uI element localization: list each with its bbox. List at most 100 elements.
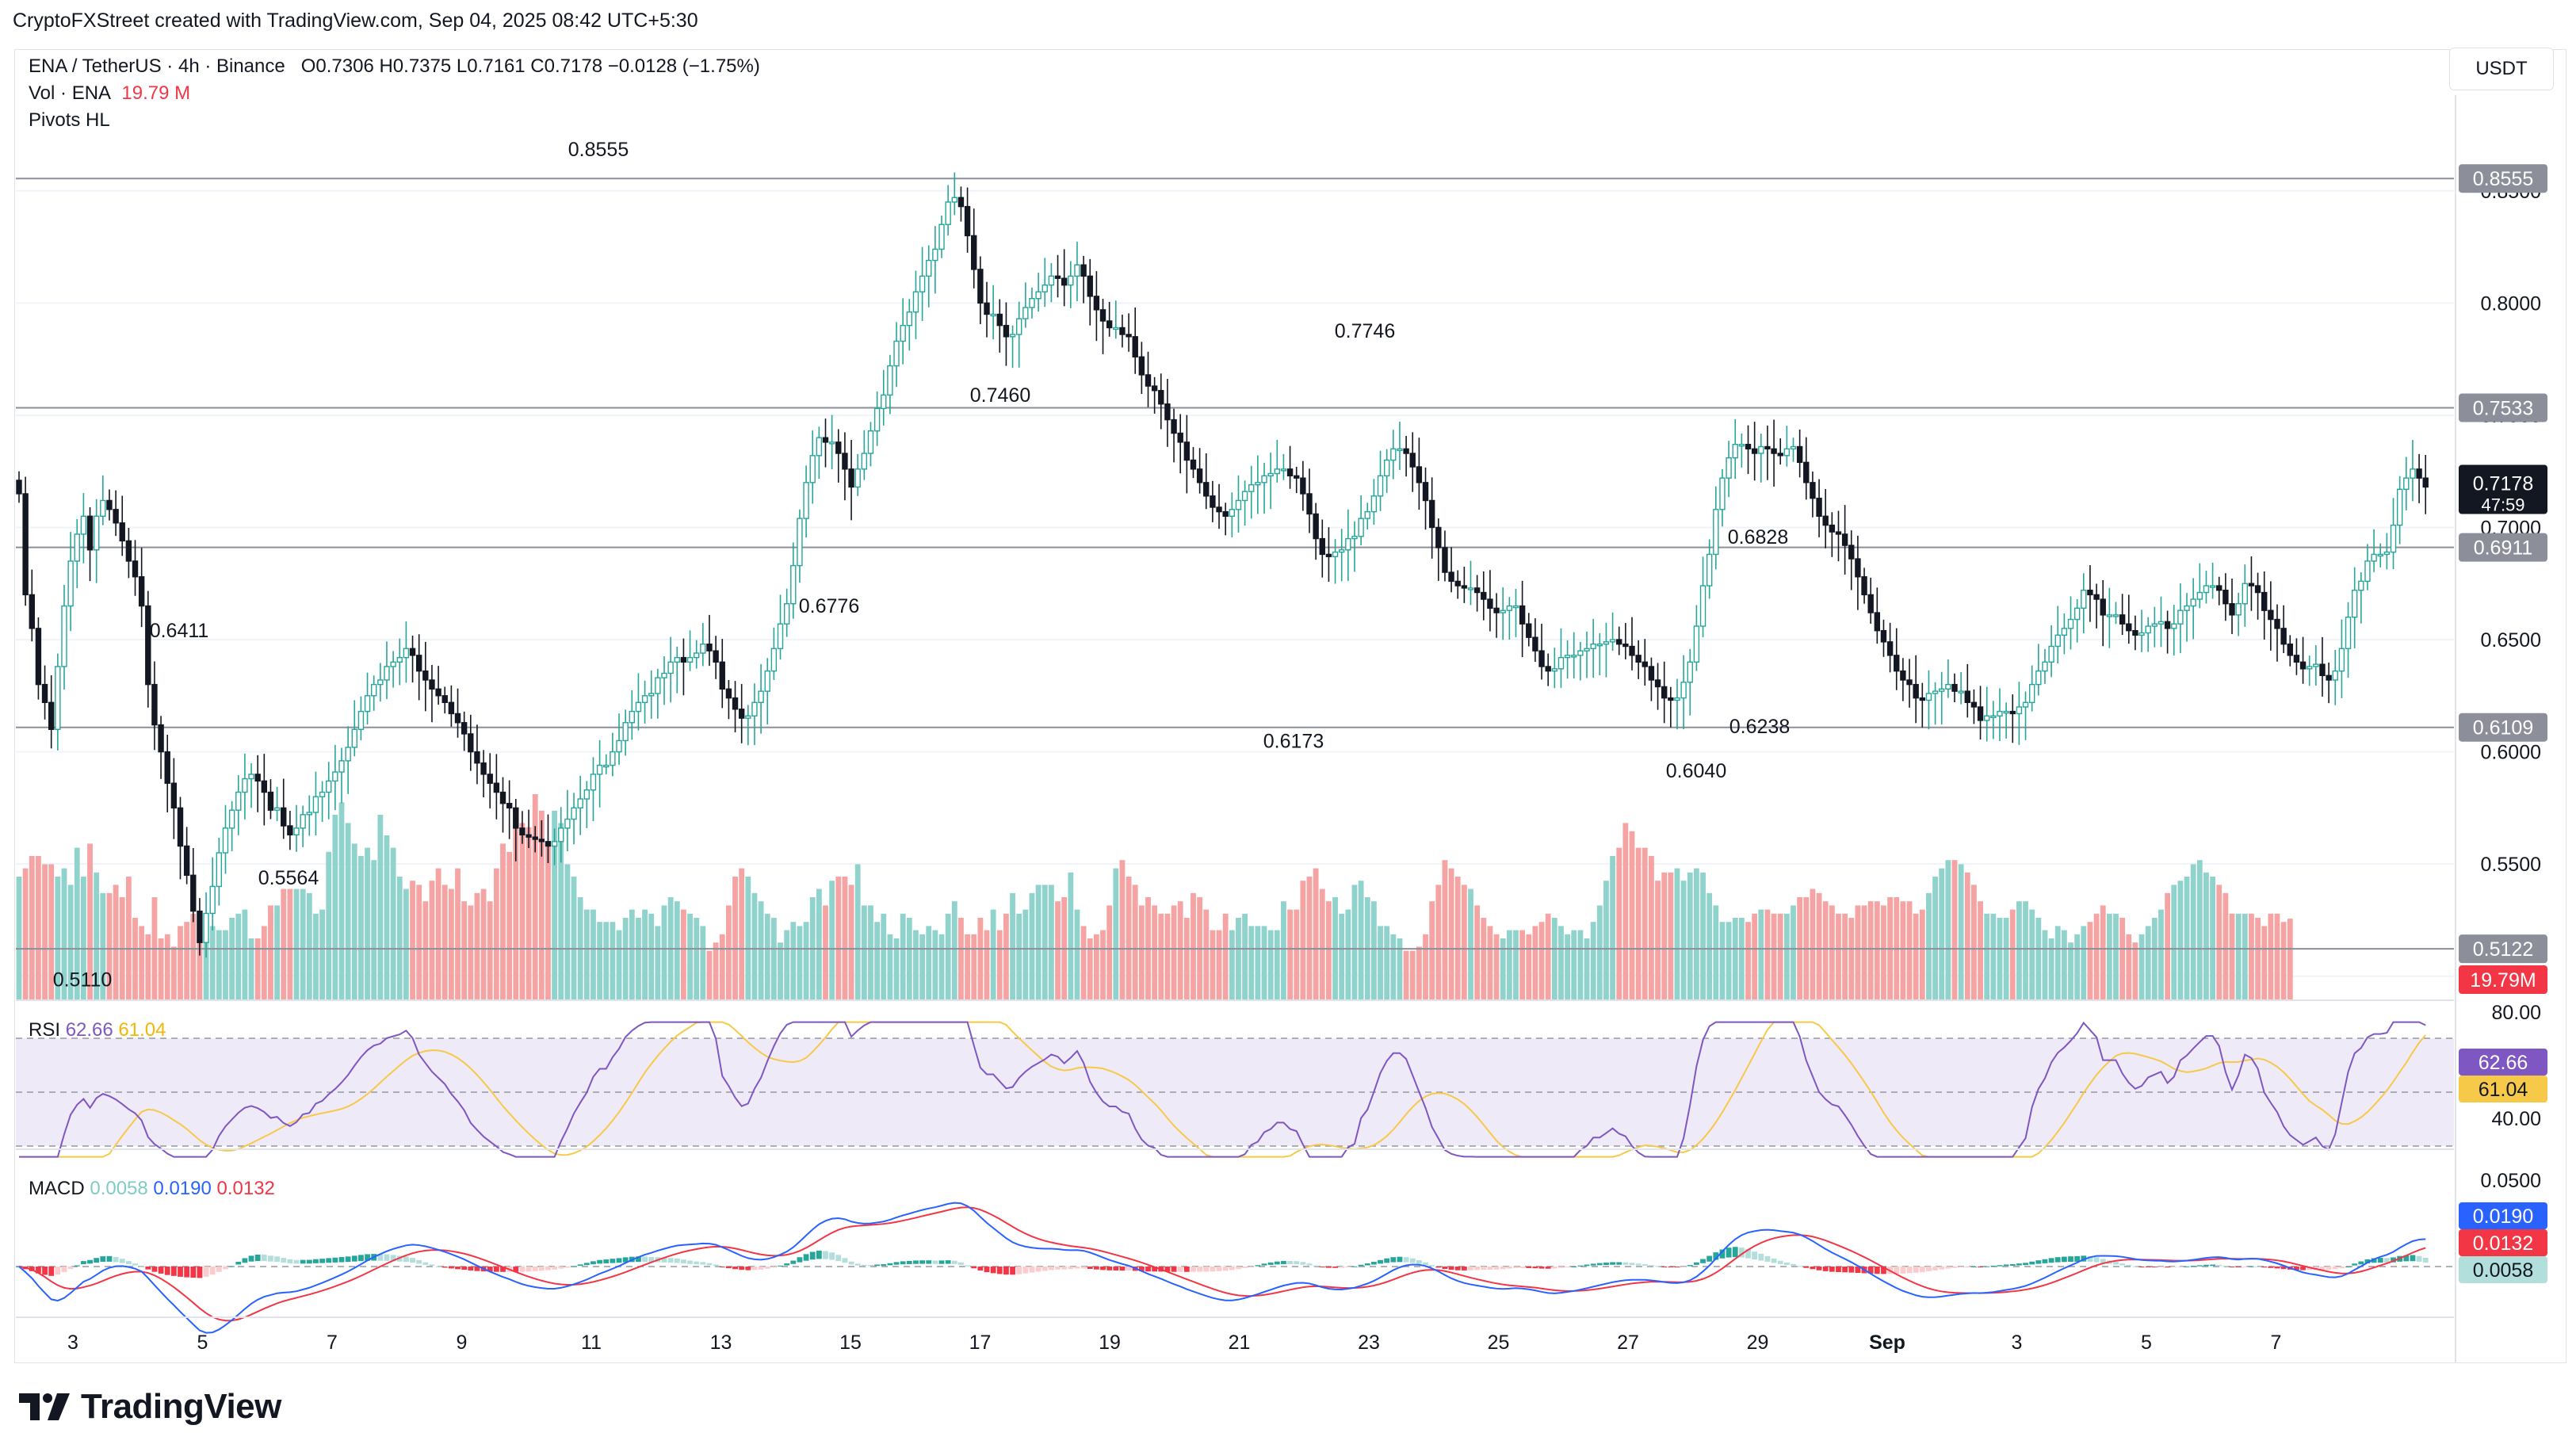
macd-histogram-bar <box>125 1261 132 1265</box>
macd-histogram-bar <box>739 1267 745 1270</box>
volume-bar <box>1900 901 1906 1000</box>
candle-body <box>1203 482 1210 497</box>
candle-body <box>1467 587 1474 590</box>
currency-button[interactable]: USDT <box>2449 48 2554 90</box>
macd-histogram-bar <box>1022 1267 1029 1274</box>
volume-bar <box>2261 926 2268 1000</box>
volume-bar <box>1719 922 1726 1000</box>
macd-histogram-bar <box>1454 1267 1461 1270</box>
badge-box <box>2459 1202 2547 1229</box>
macd-histogram-bar <box>2383 1258 2390 1263</box>
candle-body <box>1261 475 1267 483</box>
macd-histogram-bar <box>2061 1256 2067 1263</box>
volume-bar <box>1248 926 1255 1000</box>
macd-legend: MACD 0.0058 0.0190 0.0132 <box>29 1178 275 1199</box>
candle-body <box>1383 459 1390 477</box>
macd-histogram-bar <box>513 1267 519 1272</box>
candle-body <box>2371 553 2377 562</box>
candle-body <box>1106 320 1113 329</box>
rsi-tick: 40.00 <box>2491 1108 2541 1130</box>
pivots-legend[interactable]: Pivots HL <box>29 109 110 131</box>
time-tick: 23 <box>1358 1332 1380 1354</box>
volume-bar <box>861 905 867 1000</box>
macd-histogram-bar <box>694 1261 700 1265</box>
volume-bar <box>332 815 338 1000</box>
candle-body <box>1693 625 1700 663</box>
macd-histogram-bar <box>1448 1267 1454 1270</box>
macd-histogram-bar <box>1713 1252 1719 1260</box>
candle-body <box>1848 544 1855 560</box>
volume-bar <box>1932 877 1938 1000</box>
badge-text: 0.6911 <box>2474 537 2533 560</box>
volume-bar <box>1267 930 1274 1000</box>
macd-histogram-bar <box>468 1267 474 1270</box>
candle-body <box>667 661 674 674</box>
volume-bar <box>1906 901 1913 1000</box>
candle-body <box>1835 531 1842 535</box>
volume-bar <box>1951 860 1958 1000</box>
macd-histogram-bar <box>1848 1267 1855 1273</box>
macd-histogram-bar <box>1113 1267 1119 1270</box>
volume-bar <box>1119 860 1126 1000</box>
candle-body <box>873 407 881 432</box>
candle-body <box>571 807 577 820</box>
macd-histogram-bar <box>1894 1267 1900 1274</box>
volume-bar <box>2158 909 2164 1000</box>
macd-histogram-bar <box>1610 1262 1615 1265</box>
macd-histogram-bar <box>1197 1267 1203 1272</box>
volume-bar <box>1764 909 1771 1000</box>
macd-histogram-bar <box>2126 1264 2132 1267</box>
volume-bar <box>1358 881 1364 1000</box>
candle-body <box>1777 453 1783 457</box>
tradingview-brand[interactable]: TradingView <box>19 1387 281 1427</box>
chart-frame <box>14 49 2566 1363</box>
candle-body <box>1919 697 1926 701</box>
volume-bar <box>1622 823 1629 1000</box>
candle-body <box>1732 444 1738 459</box>
volume-bar <box>1610 856 1615 1000</box>
macd-histogram-bar <box>2119 1263 2126 1266</box>
volume-bar <box>29 856 35 1000</box>
volume-bar <box>1836 913 1841 1000</box>
candle-body <box>610 751 616 766</box>
price-badge: 61.04 <box>2459 1076 2547 1102</box>
macd-histogram-bar <box>190 1267 197 1278</box>
candle-body <box>828 441 835 445</box>
macd-histogram-bar <box>1029 1267 1035 1273</box>
candle-body <box>1003 324 1010 338</box>
price-tick: 0.6000 <box>2481 742 2541 764</box>
macd-histogram-bar <box>119 1259 125 1263</box>
volume-bar <box>67 885 74 1000</box>
volume-bar <box>2100 905 2106 1000</box>
candle-body <box>2274 618 2280 629</box>
candle-body <box>2022 701 2029 708</box>
candle-body <box>132 560 139 578</box>
macd-histogram-bar <box>1493 1267 1500 1270</box>
candle-body <box>1080 264 1087 277</box>
badge-text: 0.6109 <box>2473 717 2533 739</box>
volume-bar <box>1545 913 1551 1000</box>
candle-body <box>848 468 854 488</box>
volume-bar <box>1558 926 1564 1000</box>
macd-histogram-bar <box>1738 1248 1745 1258</box>
candle-body <box>1377 475 1384 497</box>
macd-histogram-bar <box>687 1260 693 1264</box>
volume-bar <box>1500 938 1506 1000</box>
symbol-title[interactable]: ENA / TetherUS · 4h · Binance <box>29 55 285 77</box>
macd-histogram-bar <box>1752 1251 1758 1260</box>
volume-bar <box>1397 938 1403 1000</box>
macd-histogram-bar <box>2371 1258 2377 1263</box>
macd-histogram-bar <box>1590 1263 1596 1266</box>
candle-body <box>1177 432 1183 443</box>
macd-histogram-bar <box>552 1267 558 1270</box>
macd-histogram-bar <box>1010 1267 1015 1275</box>
macd-histogram-bar <box>951 1260 957 1264</box>
macd-histogram-bar <box>287 1259 293 1263</box>
candle-body <box>835 441 842 454</box>
candle-body <box>2009 710 2016 715</box>
volume-label[interactable]: Vol · ENA <box>29 82 112 104</box>
candle-body <box>867 430 874 454</box>
candle-body <box>2383 551 2391 556</box>
candle-body <box>1029 297 1035 308</box>
